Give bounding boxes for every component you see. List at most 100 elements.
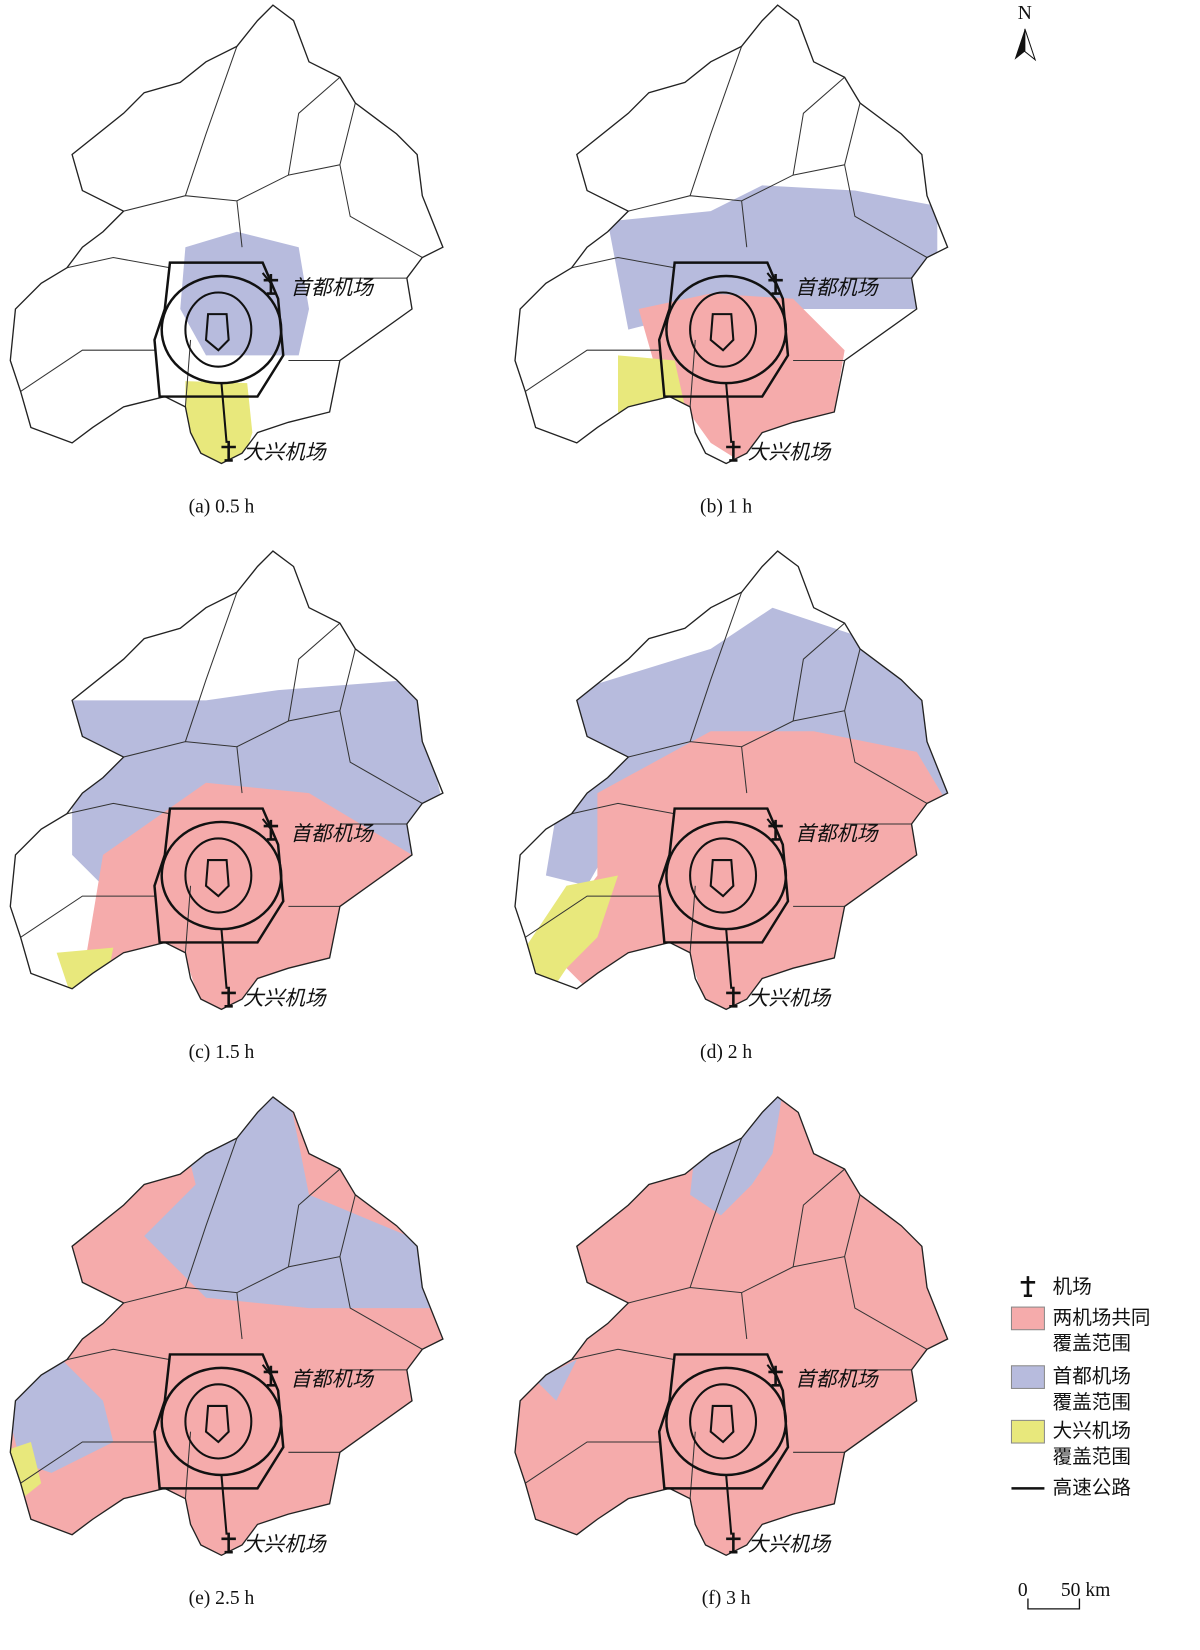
highway	[184, 837, 253, 914]
highway	[184, 1383, 253, 1460]
airport-label: 大兴机场	[748, 1532, 833, 1556]
legend-label: 首都机场	[1053, 1365, 1131, 1388]
highway	[153, 807, 285, 944]
legend-swatch	[1010, 1306, 1045, 1331]
highway	[153, 261, 285, 398]
highway	[709, 818, 777, 989]
highway	[153, 1353, 285, 1490]
district-boundary	[628, 102, 861, 212]
district-boundary	[339, 164, 423, 258]
district-boundary	[792, 1168, 845, 1267]
airport-label: 首都机场	[290, 821, 375, 845]
highway	[657, 261, 790, 398]
highway	[204, 1364, 272, 1535]
scale-bar	[1027, 1598, 1081, 1610]
airport-label: 大兴机场	[243, 1532, 328, 1556]
legend-label: 覆盖范围	[1053, 1390, 1131, 1413]
district-boundary	[525, 1441, 660, 1484]
district-boundary	[66, 256, 171, 269]
district-boundary	[20, 349, 155, 392]
coverage-area	[10, 1441, 42, 1504]
north-arrow	[1014, 28, 1025, 60]
coverage	[10, 1096, 443, 1556]
district-boundary	[844, 710, 928, 804]
coverage-area	[185, 381, 253, 464]
district-boundary	[184, 1137, 238, 1288]
airport-label: 首都机场	[795, 1367, 880, 1391]
highway	[184, 291, 253, 368]
coverage-area	[556, 731, 948, 1010]
panel-caption: (d) 2 h	[700, 1042, 752, 1063]
north-label: N	[1018, 3, 1032, 24]
district-boundary	[123, 648, 356, 758]
district-boundary	[689, 1137, 743, 1288]
district-boundary	[741, 200, 748, 248]
district-boundary	[525, 349, 660, 392]
district-boundary	[525, 895, 660, 938]
district-boundary	[123, 102, 356, 212]
district-boundary	[184, 46, 238, 196]
coverage-area	[72, 679, 443, 886]
airport-label: 大兴机场	[748, 986, 833, 1010]
airport-label: 大兴机场	[243, 986, 328, 1010]
coverage-area	[535, 1359, 577, 1401]
airport-label: 首都机场	[795, 821, 880, 845]
coverage	[56, 679, 443, 1010]
district-boundary	[123, 1194, 356, 1304]
district-boundary	[236, 1292, 243, 1340]
legend-airport-icon	[1019, 1274, 1037, 1298]
district-boundary	[689, 592, 743, 742]
district-boundary	[287, 76, 341, 176]
highway	[689, 291, 758, 368]
highway	[657, 1353, 790, 1490]
highway	[709, 272, 777, 443]
panel-caption: (e) 2.5 h	[189, 1588, 255, 1609]
district-boundary	[571, 1348, 675, 1361]
airport-label: 大兴机场	[243, 440, 328, 464]
district-boundary	[236, 200, 243, 248]
district-boundary	[844, 1256, 928, 1350]
district-boundary	[339, 710, 423, 804]
airport-label: 首都机场	[795, 275, 880, 299]
legend-label: 两机场共同	[1053, 1306, 1151, 1329]
highway	[657, 807, 790, 944]
district-boundary	[66, 802, 171, 815]
district-boundary	[184, 592, 238, 742]
legend-swatch	[1010, 1419, 1045, 1444]
legend-swatch	[1010, 1365, 1045, 1389]
highway	[204, 818, 272, 989]
district-boundary	[741, 1292, 748, 1340]
north-arrow	[1024, 28, 1037, 62]
district-boundary	[287, 1168, 341, 1267]
coverage-area	[618, 355, 685, 433]
airport-label: 首都机场	[290, 275, 375, 299]
legend-label: 大兴机场	[1053, 1419, 1131, 1442]
legend-label: 覆盖范围	[1053, 1445, 1131, 1468]
legend-label: 机场	[1053, 1275, 1092, 1298]
district-boundary	[792, 76, 845, 176]
district-boundary	[287, 622, 341, 722]
scale-label: 50 km	[1061, 1580, 1110, 1601]
legend-label: 高速公路	[1053, 1476, 1132, 1499]
district-boundary	[628, 1194, 861, 1304]
coverage-area	[56, 947, 114, 1000]
panel-caption: (c) 1.5 h	[189, 1042, 255, 1063]
district-boundary	[844, 164, 928, 258]
airport-label: 大兴机场	[748, 440, 833, 464]
panel-caption: (f) 3 h	[702, 1588, 751, 1609]
district-boundary	[628, 648, 861, 758]
coverage-area	[607, 185, 938, 330]
panel-caption: (b) 1 h	[700, 496, 752, 517]
legend-label: 覆盖范围	[1053, 1332, 1131, 1355]
district-boundary	[66, 1348, 171, 1361]
coverage-area	[525, 875, 618, 1000]
district-boundary	[571, 802, 675, 815]
panel-caption: (a) 0.5 h	[189, 496, 255, 517]
coverage	[525, 607, 948, 1010]
